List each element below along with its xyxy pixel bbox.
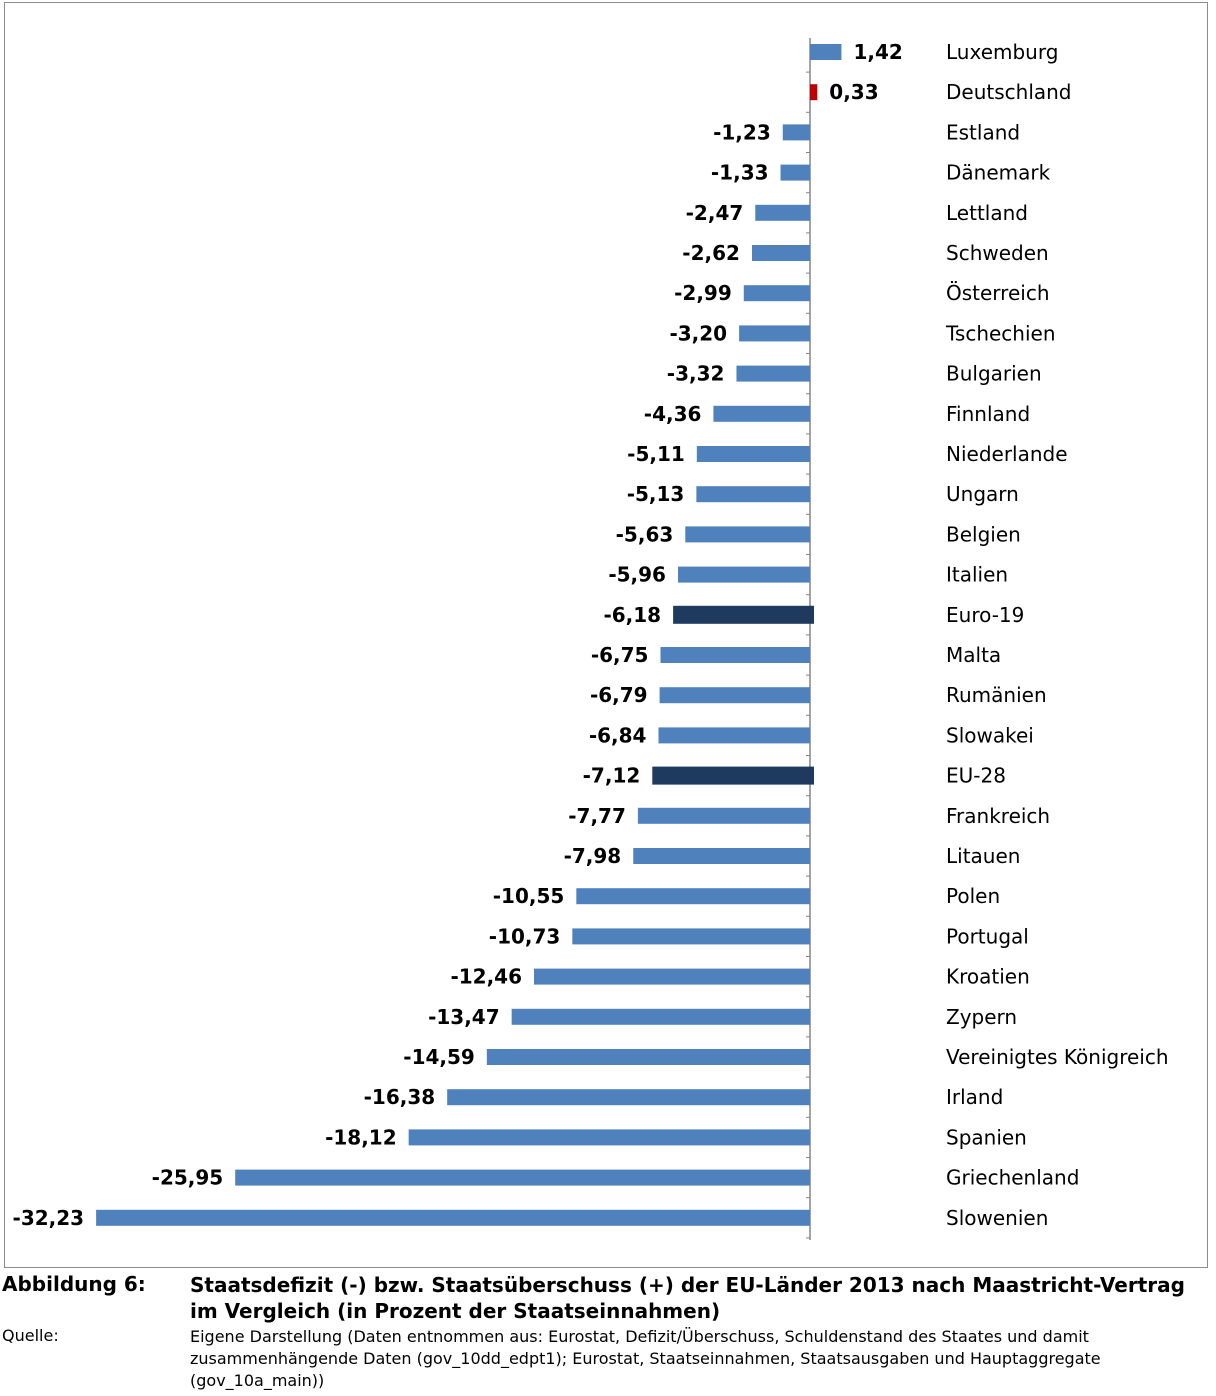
source-label: Quelle: [2, 1326, 59, 1345]
bar-13 [677, 566, 810, 583]
category-label: Slowakei [946, 723, 1034, 747]
bar-value-label: 1,42 [853, 40, 902, 64]
bar-9 [713, 405, 810, 422]
category-label: Tschechien [945, 321, 1056, 345]
bar-value-label: -5,96 [608, 563, 666, 587]
category-label: Portugal [946, 924, 1029, 948]
bar-value-label: -10,55 [493, 884, 565, 908]
category-label: Lettland [946, 201, 1028, 225]
category-label: Kroatien [946, 965, 1030, 989]
category-label: Niederlande [946, 442, 1068, 466]
bar-value-label: -2,47 [686, 201, 744, 225]
category-label: Belgien [946, 522, 1021, 546]
bar-26 [447, 1089, 810, 1106]
bar-value-label: -25,95 [152, 1166, 224, 1190]
bar-3 [780, 164, 810, 181]
category-label: Polen [946, 884, 1000, 908]
category-label: Rumänien [946, 683, 1047, 707]
bar-value-label: -6,18 [603, 603, 661, 627]
bar-5 [751, 245, 810, 261]
category-label: Griechenland [946, 1166, 1079, 1190]
bar-value-label: -2,99 [674, 281, 732, 305]
category-label: Finnland [946, 402, 1030, 426]
bar-23 [534, 968, 810, 985]
bar-value-label: -2,62 [682, 241, 740, 265]
bar-24 [511, 1008, 810, 1025]
bar-value-label: -1,33 [711, 161, 769, 185]
bar-value-label: -1,23 [713, 120, 771, 144]
bar-2 [782, 124, 810, 141]
category-label: Frankreich [946, 804, 1050, 828]
bar-16 [659, 687, 810, 704]
bar-value-label: -4,36 [644, 402, 702, 426]
bar-value-label: -5,13 [627, 482, 685, 506]
bar-value-label: -3,32 [667, 362, 725, 386]
category-label: Dänemark [946, 161, 1051, 185]
category-label: Ungarn [946, 482, 1019, 506]
bar-27 [408, 1129, 810, 1146]
bar-value-label: -5,63 [616, 522, 674, 546]
category-label: Estland [946, 120, 1020, 144]
bar-1 [810, 84, 818, 101]
bar-value-label: -7,98 [564, 844, 622, 868]
bar-value-label: -18,12 [325, 1125, 397, 1149]
bar-chart: 1,42 Luxemburg 0,33 Deutschland -1,23 Estland… [13, 38, 1169, 1240]
source-text: Eigene Darstellung (Daten entnommen aus:… [190, 1327, 1101, 1390]
bar-value-label: -7,77 [568, 804, 626, 828]
category-label: Irland [946, 1085, 1003, 1109]
bar-value-label: -6,75 [591, 643, 649, 667]
bar-7 [739, 325, 810, 342]
category-label: Spanien [946, 1125, 1027, 1149]
bar-14 [673, 605, 814, 624]
category-label: EU-28 [946, 764, 1006, 788]
category-label: Malta [946, 643, 1001, 667]
bar-0 [810, 44, 842, 60]
bar-10 [696, 446, 810, 462]
bar-value-label: -7,12 [583, 764, 641, 788]
category-label: Schweden [946, 241, 1049, 265]
bar-22 [572, 928, 810, 945]
bar-15 [660, 647, 810, 663]
category-label: Slowenien [946, 1206, 1048, 1230]
category-label: Zypern [946, 1005, 1017, 1029]
bar-value-label: -16,38 [364, 1085, 436, 1109]
bar-11 [696, 486, 810, 503]
category-label: Litauen [946, 844, 1020, 868]
bar-17 [658, 727, 810, 744]
bar-25 [486, 1049, 810, 1065]
bar-19 [637, 807, 810, 824]
bar-21 [576, 888, 810, 905]
bar-value-label: -10,73 [489, 924, 561, 948]
bar-value-label: -32,23 [13, 1206, 85, 1230]
bar-value-label: -3,20 [669, 321, 727, 345]
figure-number: Abbildung 6: [2, 1272, 146, 1296]
category-label: Vereinigtes Königreich [946, 1045, 1169, 1069]
category-label: Luxemburg [946, 40, 1058, 64]
bar-6 [743, 285, 810, 302]
category-label: Euro-19 [946, 603, 1024, 627]
bar-29 [96, 1209, 811, 1226]
bar-4 [755, 204, 810, 221]
bar-value-label: -6,79 [590, 683, 648, 707]
bar-value-label: -13,47 [428, 1005, 500, 1029]
figure-title: Staatsdefizit (-) bzw. Staatsüberschuss … [190, 1273, 1185, 1323]
bar-value-label: 0,33 [829, 80, 878, 104]
bar-value-label: -5,11 [627, 442, 685, 466]
bar-12 [685, 526, 810, 543]
category-label: Österreich [946, 281, 1050, 305]
bar-28 [235, 1169, 810, 1186]
category-label: Italien [946, 563, 1008, 587]
bar-value-label: -14,59 [403, 1045, 475, 1069]
bar-value-label: -12,46 [450, 965, 522, 989]
bar-value-label: -6,84 [589, 723, 647, 747]
bar-8 [736, 365, 810, 382]
bar-18 [652, 766, 814, 785]
bar-20 [633, 848, 810, 864]
category-label: Deutschland [946, 80, 1072, 104]
category-label: Bulgarien [946, 362, 1042, 386]
